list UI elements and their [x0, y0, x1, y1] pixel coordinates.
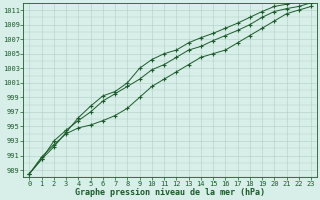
X-axis label: Graphe pression niveau de la mer (hPa): Graphe pression niveau de la mer (hPa) — [75, 188, 265, 197]
